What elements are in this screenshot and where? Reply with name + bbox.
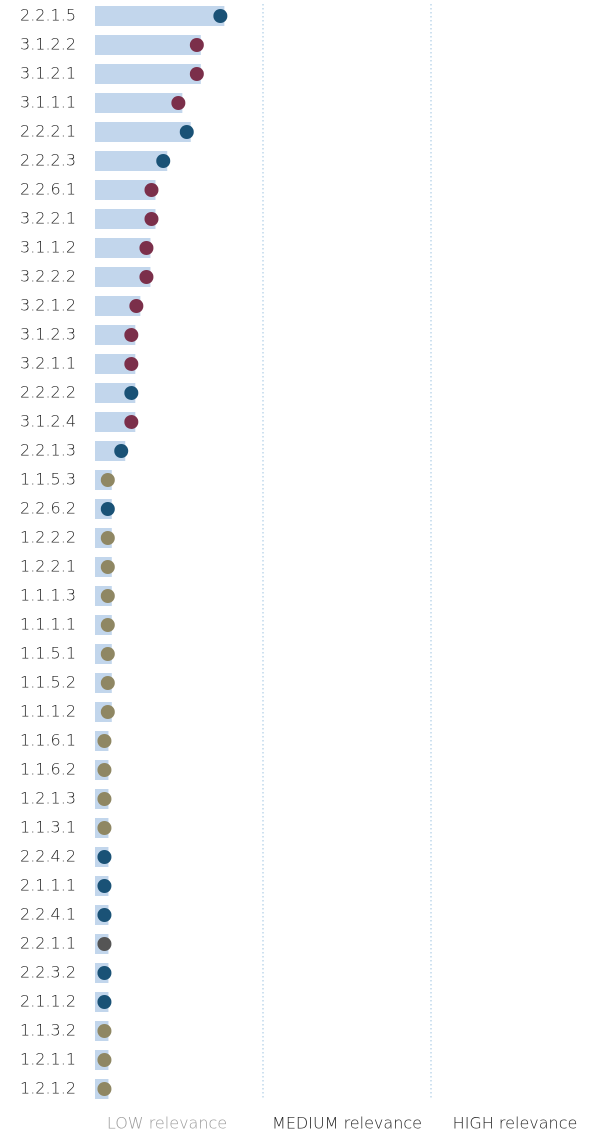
- category-label: 1.1.5.2: [20, 673, 76, 692]
- icon: [100, 473, 115, 487]
- category-label: 2.2.1.3: [20, 441, 76, 460]
- category-label: 3.1.1.1: [20, 93, 76, 112]
- category-label: 1.1.3.1: [20, 818, 76, 837]
- icon: [139, 270, 154, 284]
- icon: [189, 38, 204, 52]
- icon: [189, 67, 204, 81]
- icon: [100, 676, 115, 690]
- category-label: 2.2.6.1: [20, 180, 76, 199]
- category-label: 2.2.2.2: [20, 383, 76, 402]
- icon: [124, 328, 139, 342]
- icon: [139, 241, 154, 255]
- icon: [100, 531, 115, 545]
- icon: [97, 734, 112, 748]
- category-label: 3.2.2.1: [20, 209, 76, 228]
- category-label: 1.1.6.1: [20, 731, 76, 750]
- category-label: 2.2.3.2: [20, 963, 76, 982]
- bar: [95, 412, 136, 432]
- category-label: 1.1.3.2: [20, 1021, 76, 1040]
- icon: [156, 154, 171, 168]
- icon: [124, 386, 139, 400]
- category-label: 2.2.2.1: [20, 122, 76, 141]
- icon: [97, 792, 112, 806]
- icon: [100, 502, 115, 516]
- icon: [100, 705, 115, 719]
- icon: [97, 1082, 112, 1096]
- category-label: 1.1.1.2: [20, 702, 76, 721]
- icon: [100, 560, 115, 574]
- icon: [97, 1053, 112, 1067]
- icon: [97, 879, 112, 893]
- bar: [95, 325, 136, 345]
- icon: [100, 618, 115, 632]
- category-label: 1.1.1.3: [20, 586, 76, 605]
- category-label: 3.2.1.1: [20, 354, 76, 373]
- bar: [95, 267, 151, 287]
- category-label: 1.2.1.3: [20, 789, 76, 808]
- category-label: 2.2.1.1: [20, 934, 76, 953]
- relevance-label: MEDIUM relevance: [272, 1114, 422, 1133]
- icon: [97, 908, 112, 922]
- icon: [100, 647, 115, 661]
- icon: [97, 937, 112, 951]
- icon: [97, 966, 112, 980]
- icon: [97, 1024, 112, 1038]
- bar: [95, 209, 156, 229]
- category-label: 2.2.6.2: [20, 499, 76, 518]
- bar: [95, 383, 136, 403]
- category-label: 3.1.2.1: [20, 64, 76, 83]
- icon: [124, 415, 139, 429]
- bar: [95, 64, 201, 84]
- icon: [213, 9, 228, 23]
- category-label: 1.1.6.2: [20, 760, 76, 779]
- bar: [95, 296, 141, 316]
- relevance-label: LOW relevance: [107, 1114, 227, 1133]
- bar: [95, 93, 183, 113]
- icon: [144, 183, 159, 197]
- bar: [95, 238, 151, 258]
- icon: [97, 850, 112, 864]
- category-label: 1.1.5.1: [20, 644, 76, 663]
- category-label: 1.2.2.1: [20, 557, 76, 576]
- category-label: 1.2.1.1: [20, 1050, 76, 1069]
- category-label: 3.1.1.2: [20, 238, 76, 257]
- category-label: 1.2.2.2: [20, 528, 76, 547]
- icon: [124, 357, 139, 371]
- bar: [95, 6, 225, 26]
- icon: [179, 125, 194, 139]
- category-label: 3.1.2.4: [20, 412, 76, 431]
- icon: [97, 763, 112, 777]
- bar: [95, 122, 191, 142]
- icon: [100, 589, 115, 603]
- icon: [97, 995, 112, 1009]
- category-label: 2.1.1.2: [20, 992, 76, 1011]
- category-label: 2.2.4.2: [20, 847, 76, 866]
- category-label: 3.2.2.2: [20, 267, 76, 286]
- bar: [95, 180, 156, 200]
- category-label: 3.2.1.2: [20, 296, 76, 315]
- icon: [171, 96, 186, 110]
- category-label: 3.1.2.2: [20, 35, 76, 54]
- category-label: 2.2.1.5: [20, 6, 76, 25]
- category-label: 1.2.1.2: [20, 1079, 76, 1098]
- category-label: 3.1.2.3: [20, 325, 76, 344]
- category-label: 2.2.4.1: [20, 905, 76, 924]
- category-label: 2.2.2.3: [20, 151, 76, 170]
- icon: [144, 212, 159, 226]
- icon: [129, 299, 144, 313]
- icon: [97, 821, 112, 835]
- icon: [114, 444, 129, 458]
- relevance-label: HIGH relevance: [453, 1114, 578, 1133]
- bar: [95, 35, 201, 55]
- category-label: 2.1.1.1: [20, 876, 76, 895]
- category-label: 1.1.5.3: [20, 470, 76, 489]
- bar: [95, 151, 168, 171]
- category-label: 1.1.1.1: [20, 615, 76, 634]
- bar: [95, 354, 136, 374]
